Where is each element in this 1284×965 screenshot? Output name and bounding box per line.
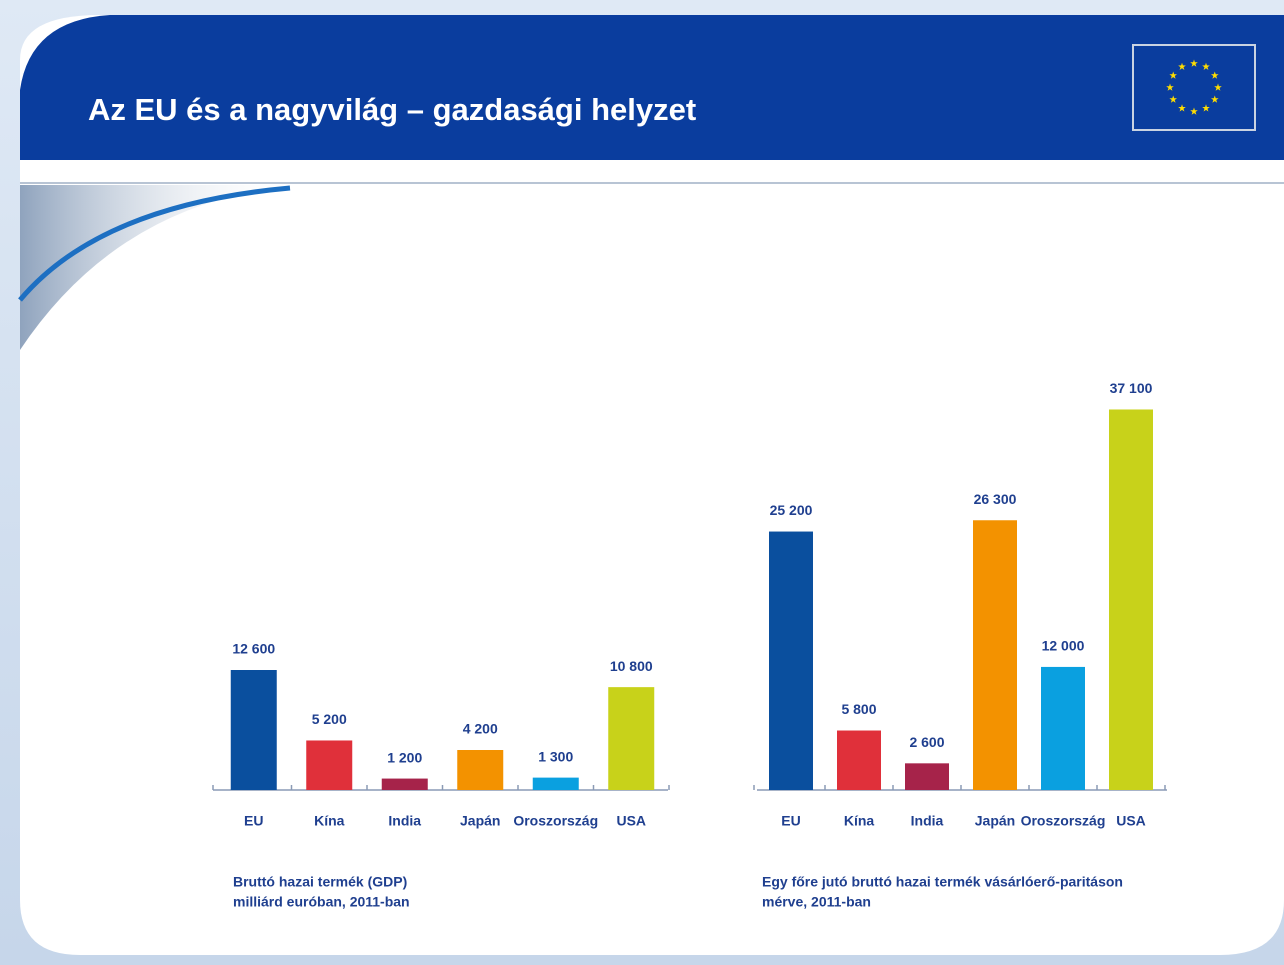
bar [457,750,504,790]
chart-caption: mérve, 2011-ban [762,894,871,910]
slide-title: Az EU és a nagyvilág – gazdasági helyzet [88,92,696,127]
header-band [20,15,1284,160]
value-label: 12 000 [1042,638,1085,654]
bar [608,687,655,790]
bar [905,763,949,790]
flag-star [1211,95,1219,103]
value-label: 4 200 [463,721,498,737]
x-tick-label: Japán [460,813,500,829]
bar [532,777,579,790]
chart-caption: Bruttó hazai termék (GDP) [233,874,407,890]
x-tick-label: India [388,813,421,829]
x-tick-label: Kína [314,813,345,829]
x-tick-label: Japán [975,813,1015,829]
bar [230,670,277,790]
value-label: 10 800 [610,658,653,674]
flag-star [1178,62,1186,70]
chart-caption: milliárd euróban, 2011-ban [233,894,410,910]
x-tick-label: India [911,813,944,829]
x-tick-label: USA [616,813,646,829]
value-label: 1 200 [387,749,422,765]
x-tick-label: Kína [844,813,875,829]
flag-star [1202,104,1210,112]
flag-star [1169,71,1177,79]
x-tick-label: Oroszország [513,813,598,829]
value-label: 1 300 [538,748,573,764]
swoosh [20,185,300,350]
bar [306,740,353,790]
bar [1109,409,1153,790]
flag-star [1178,104,1186,112]
swoosh-line [18,185,291,302]
x-tick-label: EU [244,813,263,829]
flag-star [1214,83,1222,91]
flag-frame [1132,44,1256,131]
chart-caption: Egy főre jutó bruttó hazai termék vásárl… [762,874,1123,890]
x-tick-label: Oroszország [1021,813,1106,829]
bar [837,730,881,790]
value-label: 37 100 [1110,380,1153,396]
value-label: 26 300 [974,491,1017,507]
flag-star [1190,107,1198,115]
flag-stars [1166,59,1222,115]
flag-star [1202,62,1210,70]
card [20,15,1284,955]
value-label: 2 600 [909,734,944,750]
bar [973,520,1017,790]
x-tick-label: USA [1116,813,1146,829]
value-label: 12 600 [232,641,275,657]
flag-star [1166,83,1174,91]
x-tick-label: EU [781,813,800,829]
flag-star [1169,95,1177,103]
flag-star [1211,71,1219,79]
value-label: 5 200 [312,711,347,727]
bar [381,778,428,790]
flag-star [1190,59,1198,67]
value-label: 25 200 [770,502,813,518]
bar [769,531,813,790]
value-label: 5 800 [841,701,876,717]
bar [1041,666,1085,790]
